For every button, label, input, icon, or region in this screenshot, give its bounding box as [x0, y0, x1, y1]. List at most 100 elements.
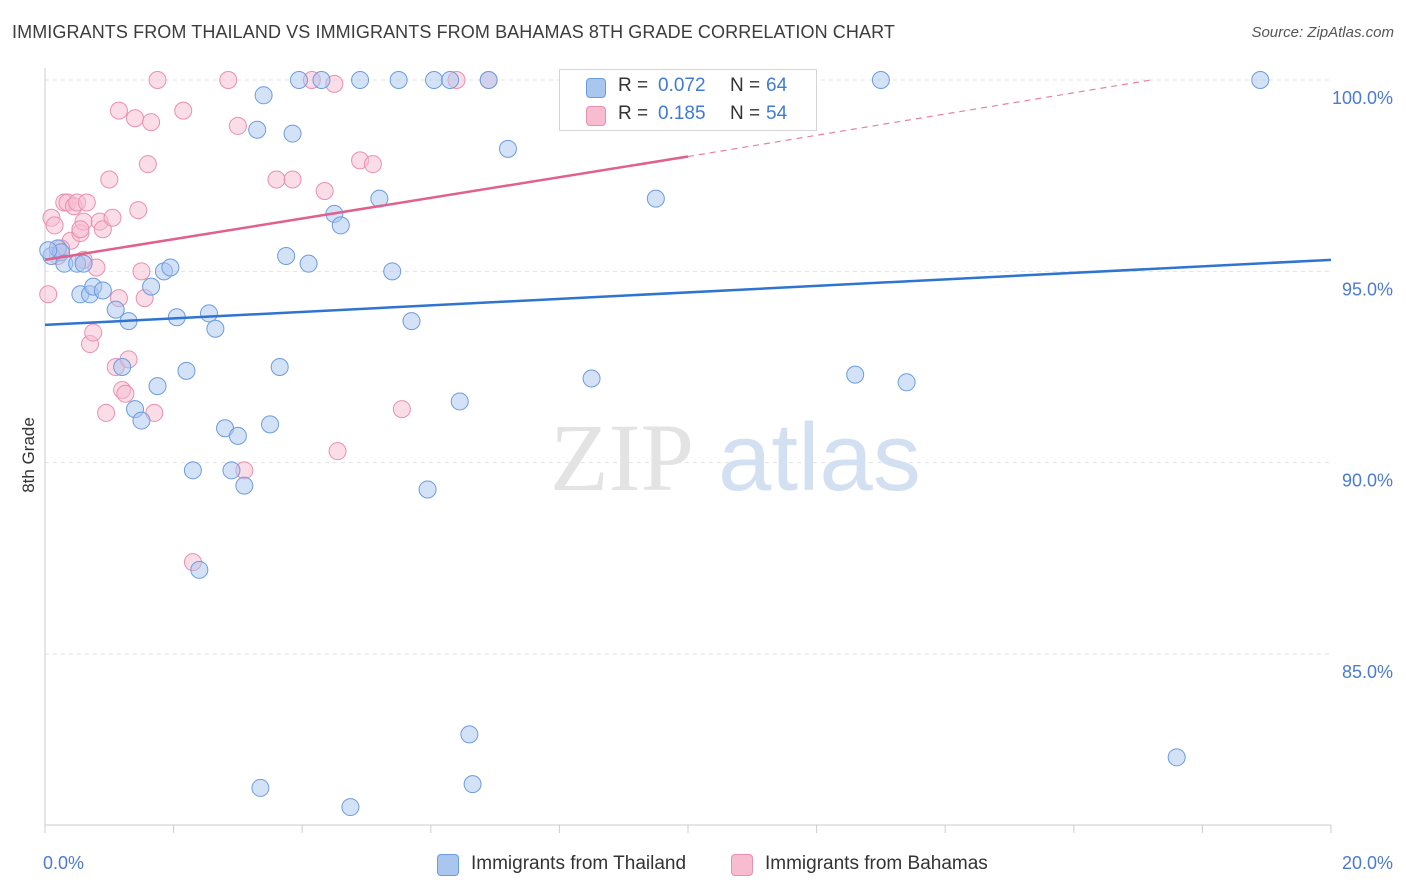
data-point-thailand [299, 254, 318, 273]
legend-r-label: R = [618, 75, 649, 96]
data-point-thailand [331, 216, 350, 235]
data-point-bahamas [283, 170, 302, 189]
legend-n-label: N = [730, 103, 761, 124]
data-point-thailand [39, 241, 58, 260]
data-point-thailand [463, 775, 482, 794]
data-point-bahamas [39, 285, 58, 304]
data-point-thailand [441, 71, 460, 89]
legend-n-value: 54 [766, 103, 788, 124]
x-tick-label: 0.0% [43, 853, 84, 873]
data-point-thailand [235, 476, 254, 495]
data-point-thailand [646, 189, 665, 208]
data-point-thailand [190, 560, 209, 579]
y-tick-label: 95.0% [1342, 279, 1393, 299]
data-point-bahamas [126, 109, 145, 128]
data-point-thailand [846, 365, 865, 384]
data-point-thailand [425, 71, 444, 89]
data-point-bahamas [363, 155, 382, 174]
data-point-thailand [183, 461, 202, 480]
data-point-bahamas [84, 323, 103, 342]
legend-r-value: 0.072 [658, 75, 706, 96]
data-point-bahamas [71, 220, 90, 239]
chart-title: IMMIGRANTS FROM THAILAND VS IMMIGRANTS F… [12, 22, 895, 42]
data-point-thailand [871, 71, 890, 89]
y-tick-label: 100.0% [1332, 88, 1393, 108]
watermark-zip: ZIP [550, 404, 694, 511]
data-point-bahamas [228, 116, 247, 135]
data-point-thailand [498, 139, 517, 158]
data-point-thailand [1251, 71, 1270, 89]
data-point-thailand [228, 426, 247, 445]
legend-swatch-thailand [586, 78, 606, 98]
data-point-thailand [222, 461, 241, 480]
data-point-bahamas [328, 442, 347, 461]
data-point-bahamas [103, 208, 122, 227]
data-point-thailand [161, 258, 180, 277]
trend-lines [44, 79, 1332, 327]
data-point-thailand [206, 319, 225, 338]
data-point-thailand [289, 71, 308, 89]
data-point-thailand [341, 798, 360, 817]
tick-labels: 85.0% 90.0% 95.0% 100.0% 0.0% 20.0% [43, 88, 1393, 873]
data-point-thailand [460, 725, 479, 744]
data-point-bahamas [116, 384, 135, 403]
data-point-thailand [277, 247, 296, 266]
data-point-thailand [479, 71, 498, 89]
trendline-thailand [44, 258, 1332, 327]
trendline-bahamas-extension [687, 79, 1152, 158]
data-point-bahamas [93, 220, 112, 239]
data-point-thailand [199, 304, 218, 323]
legend-n-value: 64 [766, 75, 788, 96]
data-point-thailand [351, 71, 370, 89]
data-point-bahamas [315, 181, 334, 200]
grid-lines [45, 79, 1331, 655]
data-point-bahamas [219, 71, 238, 89]
data-point-bahamas [142, 113, 161, 132]
chart-source: Source: ZipAtlas.com [1251, 24, 1394, 41]
data-point-thailand [450, 392, 469, 411]
data-point-bahamas [392, 400, 411, 419]
legend-swatch-bahamas [586, 106, 606, 126]
data-point-bahamas [77, 193, 96, 212]
data-point-thailand [177, 361, 196, 380]
legend-label-bahamas: Immigrants from Bahamas [765, 853, 988, 874]
data-point-bahamas [148, 71, 167, 89]
legend-swatch-bahamas [731, 854, 753, 876]
data-point-bahamas [129, 201, 148, 220]
legend-row-thailand: R = 0.072 N = 64 [560, 72, 816, 100]
data-point-thailand [132, 411, 151, 430]
legend-r-value: 0.185 [658, 103, 706, 124]
watermark: ZIP atlas [550, 404, 921, 511]
correlation-legend: R = 0.072 N = 64 R = 0.185 N = 54 [559, 69, 817, 131]
axes [44, 68, 1332, 833]
data-point-bahamas [267, 170, 286, 189]
data-point-thailand [418, 480, 437, 499]
data-point-thailand [897, 373, 916, 392]
data-point-bahamas [138, 155, 157, 174]
data-point-thailand [93, 281, 112, 300]
data-point-thailand [148, 377, 167, 396]
data-point-thailand [248, 120, 267, 139]
data-point-thailand [254, 86, 273, 105]
legend-swatch-thailand [437, 854, 459, 876]
y-tick-label: 90.0% [1342, 471, 1393, 491]
legend-n-label: N = [730, 75, 761, 96]
data-point-bahamas [97, 403, 116, 422]
y-axis-label: 8th Grade [19, 417, 38, 493]
legend-label-thailand: Immigrants from Thailand [471, 853, 687, 874]
data-point-bahamas [109, 101, 128, 120]
data-point-thailand [1167, 748, 1186, 767]
data-point-bahamas [45, 216, 64, 235]
data-point-bahamas [100, 170, 119, 189]
x-tick-label: 20.0% [1342, 853, 1393, 873]
data-point-thailand [261, 415, 280, 434]
y-tick-label: 85.0% [1342, 662, 1393, 682]
trendline-bahamas [44, 155, 689, 262]
series-legend: Immigrants from Thailand Immigrants from… [0, 852, 1406, 878]
data-point-thailand [582, 369, 601, 388]
legend-r-label: R = [618, 103, 649, 124]
data-point-thailand [283, 124, 302, 143]
data-point-thailand [270, 358, 289, 376]
data-point-thailand [106, 300, 125, 319]
